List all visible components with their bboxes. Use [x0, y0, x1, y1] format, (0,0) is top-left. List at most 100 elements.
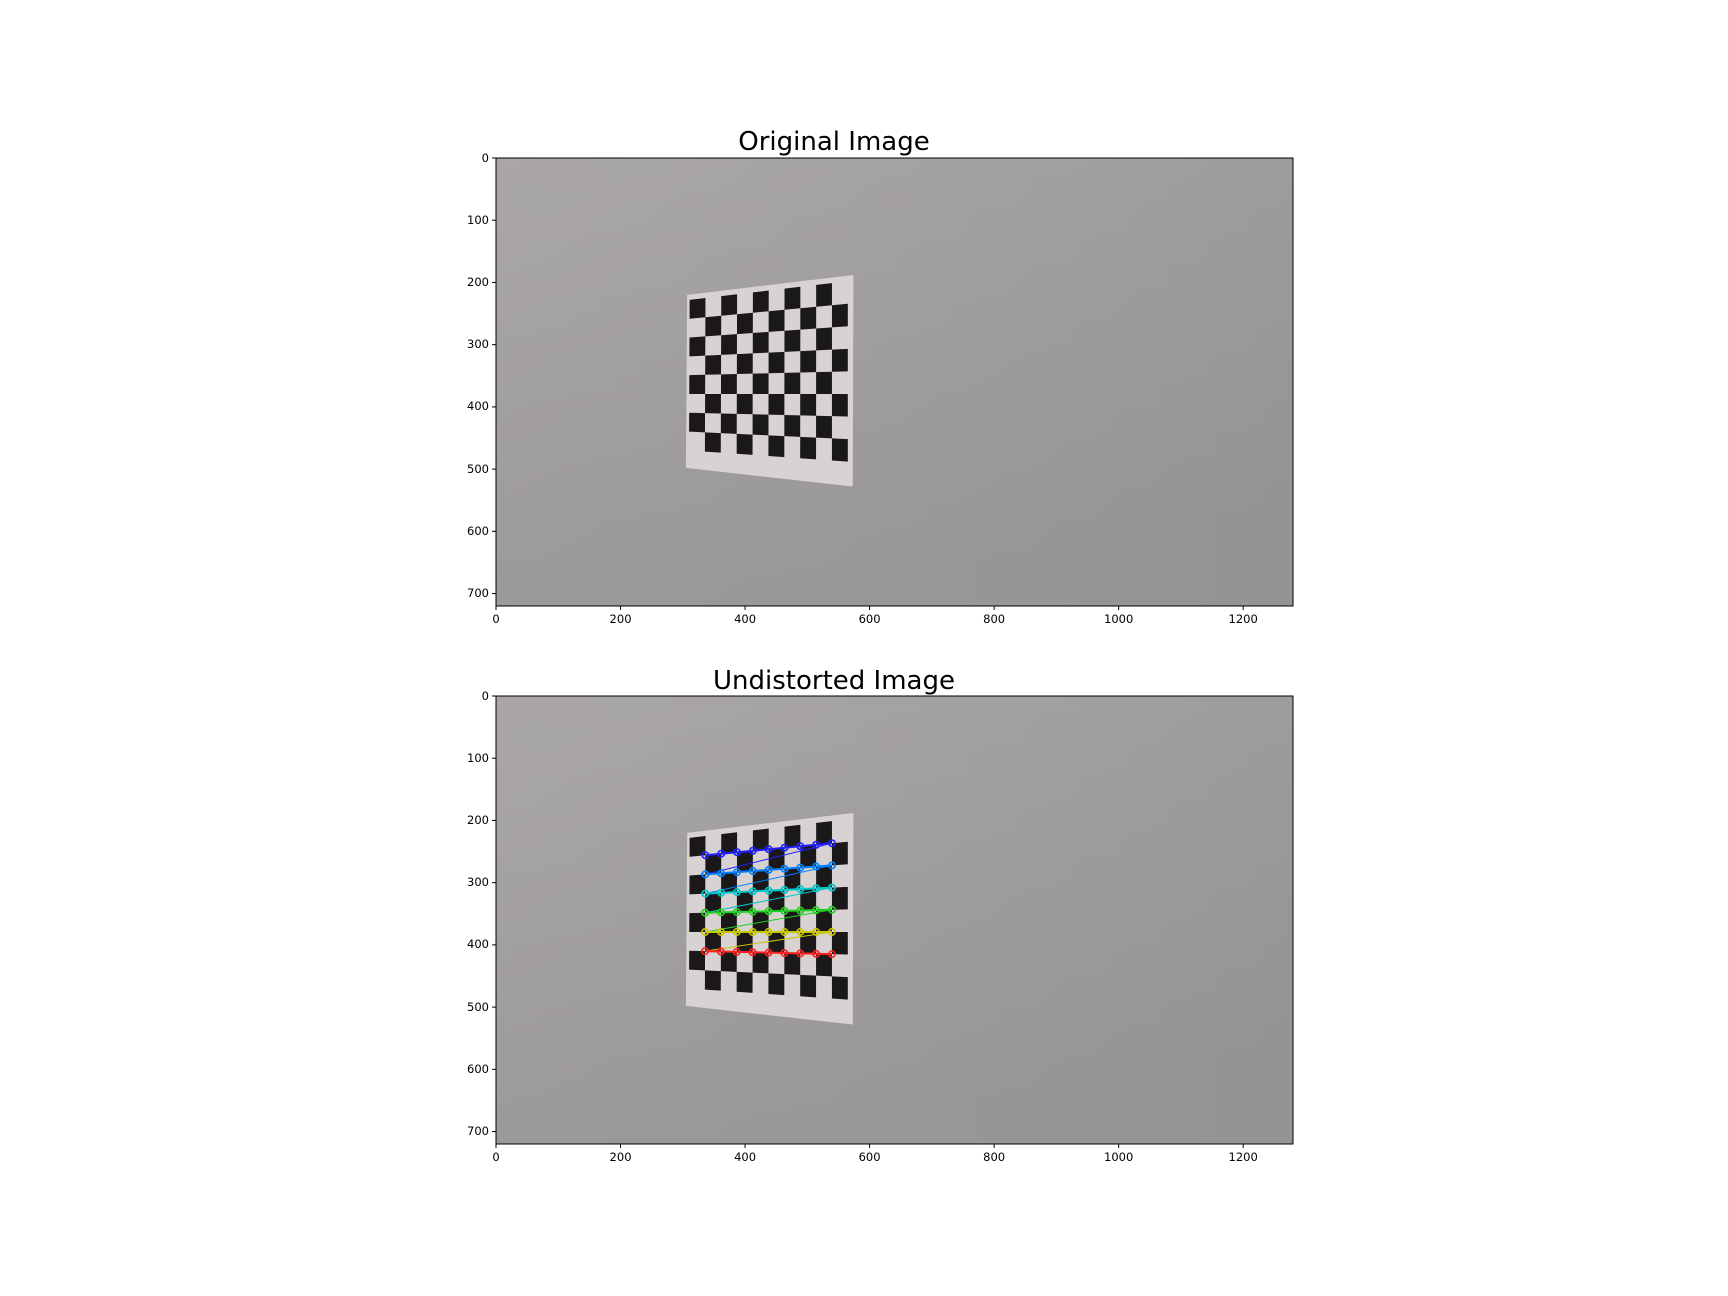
checker-square — [721, 832, 738, 854]
checker-square — [736, 353, 753, 375]
corner-row-line — [705, 908, 832, 914]
corner-marker — [780, 906, 789, 915]
corner-marker — [716, 947, 725, 956]
checker-square — [752, 952, 769, 974]
corner-marker — [812, 884, 821, 893]
checker-square — [721, 294, 738, 316]
checker-square — [768, 393, 785, 416]
checker-square — [752, 828, 769, 851]
corner-marker — [780, 843, 789, 852]
corner-row-link — [705, 887, 833, 914]
x-tick-label: 1000 — [1104, 612, 1134, 626]
corner-marker — [717, 888, 726, 897]
corner-row-line — [705, 864, 833, 876]
checker-square — [831, 393, 848, 417]
checker-square — [800, 974, 817, 998]
x-tick-label: 1200 — [1228, 612, 1258, 626]
y-tick-label: 600 — [467, 1061, 489, 1076]
corner-marker — [780, 927, 789, 936]
corner-marker — [701, 851, 710, 860]
corner-marker — [827, 839, 836, 848]
checker-square — [768, 889, 785, 912]
corner-marker — [780, 949, 789, 958]
x-tick-label: 600 — [858, 1150, 881, 1164]
corner-marker — [764, 927, 773, 936]
checker-square — [816, 327, 832, 351]
corner-marker — [764, 948, 773, 957]
corner-row-link — [705, 909, 833, 933]
corner-marker — [716, 927, 725, 936]
checker-square — [752, 373, 769, 394]
corner-marker — [812, 906, 821, 915]
y-tick-label: 300 — [467, 337, 489, 352]
checker-square — [784, 824, 801, 848]
checker-square — [689, 412, 706, 433]
x-tick-label: 400 — [734, 1150, 757, 1164]
checker-square — [752, 911, 769, 932]
checker-square — [705, 315, 722, 337]
x-tick-label: 200 — [609, 612, 632, 626]
x-tick-label: 1200 — [1228, 1150, 1258, 1164]
checker-square — [831, 886, 848, 910]
checker-square — [736, 850, 753, 873]
corner-marker — [748, 948, 757, 957]
panel-title-original: Original Image — [738, 127, 930, 157]
checker-square — [816, 283, 832, 307]
checker-square — [816, 909, 832, 932]
corner-marker — [764, 845, 773, 854]
checker-square — [784, 329, 801, 352]
corner-marker — [812, 927, 821, 936]
checker-square — [704, 432, 721, 453]
checker-square — [736, 433, 753, 455]
axes-frame — [495, 157, 1294, 607]
checker-square — [736, 312, 753, 335]
corner-marker — [748, 927, 757, 936]
checker-square — [720, 413, 737, 434]
corner-marker — [812, 862, 821, 871]
corner-marker — [827, 950, 836, 959]
y-tick-label: 200 — [467, 274, 489, 289]
corner-marker — [732, 908, 741, 917]
checker-square — [768, 973, 785, 996]
checker-square — [689, 374, 706, 394]
corner-marker — [748, 846, 757, 855]
corner-marker — [748, 887, 757, 896]
checker-square — [736, 971, 753, 993]
image-panel-undistorted — [492, 695, 1294, 1148]
corner-marker — [827, 883, 836, 892]
checker-square — [800, 306, 817, 330]
checker-square — [831, 931, 848, 955]
checker-square — [800, 350, 817, 373]
corner-marker — [796, 863, 805, 872]
checker-square — [816, 821, 832, 845]
checker-square — [689, 912, 706, 932]
checker-square — [705, 853, 722, 875]
checker-square — [784, 415, 801, 437]
corner-marker — [796, 949, 805, 958]
corner-marker — [701, 870, 710, 879]
checker-square — [752, 414, 769, 436]
checker-square — [831, 303, 848, 328]
corner-marker — [748, 907, 757, 916]
checker-square — [800, 931, 817, 954]
corner-marker — [732, 947, 741, 956]
corner-marker — [812, 949, 821, 958]
corner-marker — [796, 927, 805, 936]
corner-marker — [701, 947, 710, 956]
corner-row-link — [705, 842, 833, 875]
checker-square — [721, 334, 737, 355]
y-tick-label: 500 — [467, 461, 489, 476]
corner-row-link — [705, 864, 833, 895]
checker-square — [705, 393, 721, 414]
corner-marker — [701, 889, 710, 898]
corner-marker — [732, 927, 741, 936]
corner-marker — [732, 888, 741, 897]
x-tick-label: 800 — [983, 1150, 1006, 1164]
y-tick-label: 700 — [467, 586, 489, 601]
axes-frame — [495, 695, 1294, 1145]
checker-square — [800, 888, 817, 911]
y-tick-label: 400 — [467, 937, 489, 952]
corner-marker — [764, 886, 773, 895]
